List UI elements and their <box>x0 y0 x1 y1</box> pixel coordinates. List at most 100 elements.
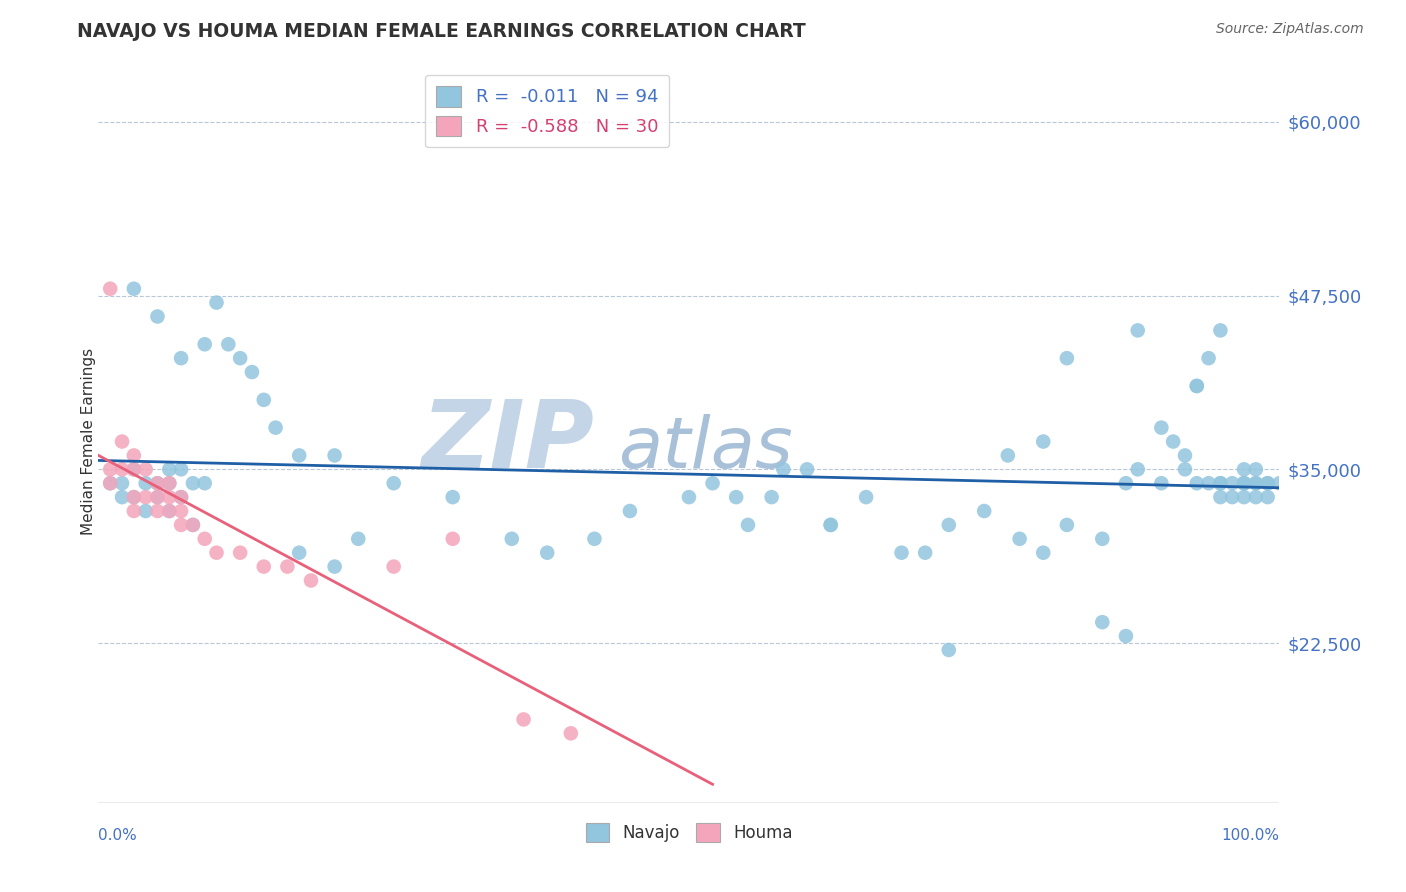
Point <box>1220 476 1243 491</box>
Point <box>382 559 405 574</box>
Text: 100.0%: 100.0% <box>1222 828 1279 843</box>
Point <box>583 532 606 546</box>
Point <box>253 559 276 574</box>
Point <box>1150 420 1173 434</box>
Point <box>194 337 217 351</box>
Point <box>122 462 145 476</box>
Point <box>702 476 724 491</box>
Point <box>146 490 169 504</box>
Point <box>441 490 464 504</box>
Point <box>194 532 217 546</box>
Point <box>181 476 204 491</box>
Point <box>288 449 311 463</box>
Point <box>170 490 193 504</box>
Point <box>1161 434 1184 449</box>
Point <box>205 546 228 560</box>
Point <box>820 517 842 532</box>
Point <box>170 504 193 518</box>
Point <box>1091 615 1114 630</box>
Point <box>1056 351 1078 366</box>
Point <box>157 490 180 504</box>
Point <box>997 449 1019 463</box>
Point <box>1209 476 1232 491</box>
Point <box>441 532 464 546</box>
Point <box>1115 629 1137 643</box>
Point <box>135 490 157 504</box>
Point <box>382 476 405 491</box>
Text: atlas: atlas <box>619 414 793 483</box>
Point <box>217 337 239 351</box>
Point <box>1233 476 1256 491</box>
Point <box>98 476 121 491</box>
Point <box>122 462 145 476</box>
Point <box>98 282 121 296</box>
Point <box>157 462 180 476</box>
Point <box>276 559 298 574</box>
Point <box>1244 490 1267 504</box>
Point <box>1091 532 1114 546</box>
Point <box>122 449 145 463</box>
Point <box>1209 323 1232 337</box>
Point <box>536 546 558 560</box>
Point <box>1198 476 1220 491</box>
Point <box>229 546 252 560</box>
Point <box>1150 476 1173 491</box>
Point <box>560 726 582 740</box>
Point <box>1174 462 1197 476</box>
Point <box>1233 490 1256 504</box>
Point <box>181 517 204 532</box>
Point <box>1185 379 1208 393</box>
Point <box>347 532 370 546</box>
Point <box>122 490 145 504</box>
Point <box>157 476 180 491</box>
Point <box>181 517 204 532</box>
Point <box>170 351 193 366</box>
Point <box>1257 490 1279 504</box>
Point <box>1244 476 1267 491</box>
Point <box>135 476 157 491</box>
Point <box>205 295 228 310</box>
Point <box>264 420 287 434</box>
Point <box>111 476 134 491</box>
Point <box>240 365 263 379</box>
Point <box>122 282 145 296</box>
Point <box>725 490 748 504</box>
Point <box>501 532 523 546</box>
Point <box>1209 476 1232 491</box>
Point <box>122 504 145 518</box>
Point <box>678 490 700 504</box>
Point <box>1233 462 1256 476</box>
Point <box>914 546 936 560</box>
Point <box>157 504 180 518</box>
Point <box>1185 476 1208 491</box>
Point <box>1233 476 1256 491</box>
Point <box>135 504 157 518</box>
Point <box>938 517 960 532</box>
Point <box>111 434 134 449</box>
Point <box>1244 476 1267 491</box>
Text: NAVAJO VS HOUMA MEDIAN FEMALE EARNINGS CORRELATION CHART: NAVAJO VS HOUMA MEDIAN FEMALE EARNINGS C… <box>77 22 806 41</box>
Point <box>1115 476 1137 491</box>
Point <box>1174 449 1197 463</box>
Point <box>146 490 169 504</box>
Point <box>122 490 145 504</box>
Legend: Navajo, Houma: Navajo, Houma <box>579 816 799 848</box>
Point <box>253 392 276 407</box>
Point <box>890 546 912 560</box>
Point <box>111 462 134 476</box>
Point <box>98 462 121 476</box>
Point <box>170 462 193 476</box>
Point <box>1126 323 1149 337</box>
Point <box>1032 434 1054 449</box>
Point <box>796 462 818 476</box>
Point <box>288 546 311 560</box>
Point <box>1233 476 1256 491</box>
Point <box>973 504 995 518</box>
Point <box>772 462 794 476</box>
Point <box>1056 517 1078 532</box>
Point <box>737 517 759 532</box>
Point <box>323 559 346 574</box>
Point <box>1032 546 1054 560</box>
Y-axis label: Median Female Earnings: Median Female Earnings <box>80 348 96 535</box>
Point <box>1209 490 1232 504</box>
